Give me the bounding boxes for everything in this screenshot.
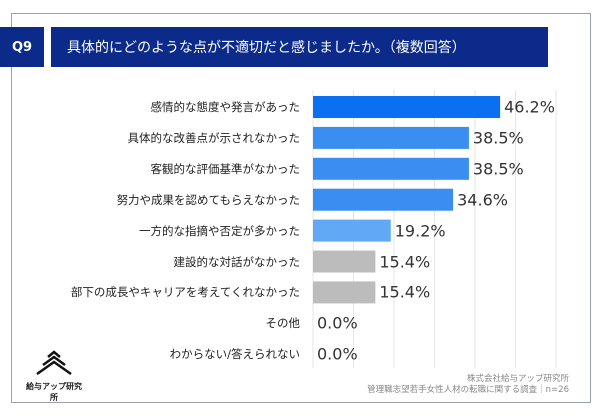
bar — [313, 250, 376, 273]
data-label: 0.0% — [317, 313, 358, 333]
data-label: 19.2% — [394, 221, 446, 241]
footer-company: 株式会社給与アップ研究所 — [466, 374, 569, 384]
chevrons-logo-icon — [36, 350, 72, 376]
data-label: 0.0% — [317, 344, 358, 364]
bar — [313, 281, 376, 304]
bar — [313, 96, 501, 118]
data-label: 38.5% — [472, 128, 524, 148]
data-label: 15.4% — [379, 252, 431, 271]
category-label: 建設的な対話がなかった — [173, 254, 301, 269]
chart-frame — [11, 13, 591, 403]
bar — [313, 157, 469, 180]
data-label: 34.6% — [457, 190, 508, 210]
data-label: 15.4% — [379, 282, 431, 302]
footer: 株式会社給与アップ研究所 管理職志望若手女性人材の転職に関する調査｜n=26 — [367, 374, 569, 396]
data-label: 38.5% — [472, 159, 524, 179]
footer-survey: 管理職志望若手女性人材の転職に関する調査｜n=26 — [367, 385, 569, 395]
category-label: その他 — [265, 316, 301, 331]
bar — [313, 219, 391, 242]
data-label: 46.2% — [504, 97, 555, 117]
category-label: 客観的な評価基準がなかった — [150, 161, 301, 176]
question-number: Q9 — [0, 27, 44, 67]
category-label: 感情的な態度や発言があった — [150, 100, 301, 114]
category-label: 一方的な指摘や否定が多かった — [139, 223, 300, 238]
bar — [313, 126, 469, 149]
category-label: 努力や成果を認めてもらえなかった — [116, 192, 300, 207]
category-label: わからない/答えられない — [169, 347, 300, 362]
question-title: 具体的にどのような点が不適切だと感じましたか。（複数回答） — [51, 27, 548, 67]
logo-text: 給与アップ研究所 — [26, 382, 82, 402]
category-label: 部下の成長やキャリアを考えてくれなかった — [70, 285, 300, 300]
bar — [313, 188, 454, 211]
company-logo: 給与アップ研究所 — [24, 350, 84, 403]
category-label: 具体的な改善点が示されなかった — [127, 130, 301, 145]
